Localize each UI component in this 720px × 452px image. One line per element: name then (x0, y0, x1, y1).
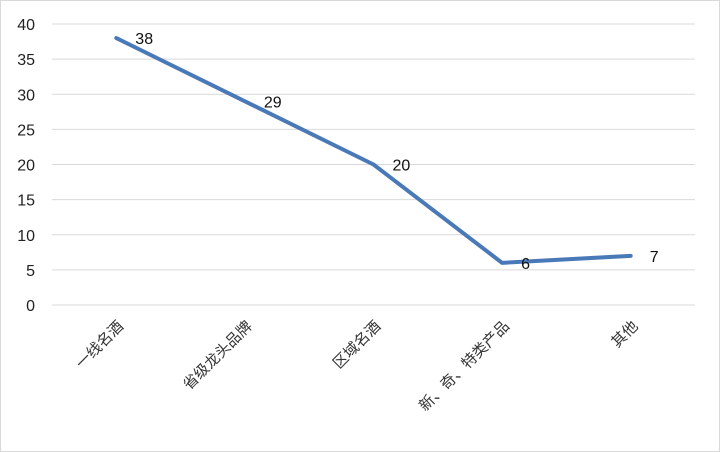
data-label: 7 (650, 249, 659, 266)
x-category-label: 省级龙头品牌 (179, 317, 255, 393)
y-tick-label: 25 (17, 122, 35, 139)
series-layer (114, 36, 633, 265)
x-category-label: 新、奇、特类产品 (415, 317, 513, 415)
data-point (372, 163, 375, 166)
series-line (114, 36, 633, 265)
data-label: 38 (135, 31, 153, 48)
data-point (500, 261, 504, 265)
y-tick-label: 35 (17, 52, 35, 69)
y-tick-label: 20 (17, 158, 35, 175)
y-tick-label: 5 (26, 263, 35, 280)
x-category-label: 其他 (608, 317, 642, 351)
data-point (243, 99, 247, 103)
y-axis-ticks: 0 5 10 15 20 25 30 35 40 (17, 17, 35, 315)
x-category-label: 区域名酒 (329, 317, 384, 372)
x-axis-categories: 一线名酒 省级龙头品牌 区域名酒 新、奇、特类产品 其他 (72, 317, 642, 415)
data-labels: 38 29 20 6 7 (135, 31, 658, 273)
y-tick-label: 10 (17, 228, 35, 245)
data-label: 29 (264, 94, 282, 111)
y-tick-label: 30 (17, 87, 35, 104)
x-category-label: 一线名酒 (72, 317, 127, 372)
y-tick-label: 0 (26, 298, 35, 315)
data-label: 20 (393, 158, 411, 175)
y-tick-label: 40 (17, 17, 35, 34)
data-label: 6 (521, 256, 530, 273)
y-tick-label: 15 (17, 193, 35, 210)
gridlines (52, 23, 695, 306)
data-point (114, 36, 118, 40)
data-point (629, 254, 633, 258)
